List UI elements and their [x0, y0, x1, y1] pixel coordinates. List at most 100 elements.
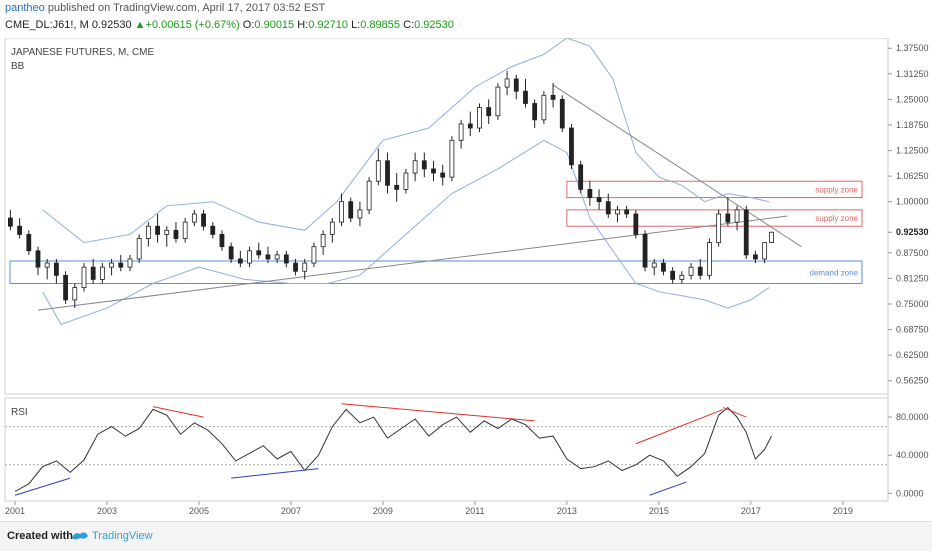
- candle-body-12: [118, 262, 124, 268]
- price-tick-label-2: 1.25000: [896, 94, 929, 104]
- candle-body-25: [237, 258, 243, 264]
- high-value: 0.92710: [308, 19, 348, 31]
- zone-box-0[interactable]: [566, 180, 863, 199]
- chart-area[interactable]: JAPANESE FUTURES, M, CME BB RSI supply z…: [0, 38, 932, 521]
- rsi-tick-label-0: 80.0000: [896, 412, 929, 422]
- publish-info: pantheo published on TradingView.com, Ap…: [5, 2, 325, 14]
- candle-body-14: [136, 238, 142, 260]
- price-tick-label-10: 0.75000: [896, 299, 929, 309]
- candle-body-62: [578, 164, 584, 190]
- close-value: 0.92530: [414, 19, 454, 31]
- candle-body-24: [228, 246, 234, 260]
- created-with-text: Created with: [7, 530, 74, 542]
- zone-box-2[interactable]: [9, 260, 863, 285]
- price-tick-label-4: 1.12500: [896, 146, 929, 156]
- candle-body-43: [403, 172, 409, 190]
- candle-body-27: [256, 250, 262, 256]
- rsi-label: RSI: [11, 407, 28, 418]
- publish-text: published on TradingView.com, April 17, …: [47, 2, 326, 14]
- chart-title: JAPANESE FUTURES, M, CME: [11, 47, 154, 58]
- candle-body-51: [477, 107, 482, 129]
- candle-body-47: [440, 172, 446, 178]
- candle-body-66: [615, 209, 620, 215]
- candle-body-64: [596, 197, 602, 203]
- candle-body-35: [329, 221, 335, 235]
- candle-body-16: [155, 225, 160, 235]
- time-tick-label-7: 2015: [649, 506, 669, 516]
- candle-body-72: [670, 270, 676, 280]
- close-label: C:: [403, 19, 415, 31]
- candle-body-22: [210, 225, 216, 235]
- candle-body-63: [587, 189, 593, 198]
- price-tick-label-9: 0.81250: [896, 273, 929, 283]
- candle-body-7: [72, 287, 78, 301]
- candle-body-42: [394, 184, 400, 190]
- candle-body-9: [90, 266, 96, 280]
- trendline-0[interactable]: [37, 215, 788, 311]
- candle-body-29: [274, 254, 280, 260]
- candle-body-49: [458, 123, 464, 141]
- bb-upper-line: [42, 38, 770, 244]
- candle-body-20: [191, 213, 197, 223]
- candle-body-3: [35, 250, 41, 268]
- up-arrow-icon: ▲: [134, 19, 146, 31]
- candle-body-4: [44, 262, 50, 268]
- candle-body-71: [661, 262, 666, 272]
- candle-body-83: [769, 231, 774, 243]
- price-tick-label-3: 1.18750: [896, 120, 929, 130]
- candle-body-18: [173, 229, 179, 239]
- divergence-line-2[interactable]: [341, 403, 535, 422]
- candle-body-56: [523, 90, 528, 104]
- tradingview-brand[interactable]: TradingView: [92, 530, 153, 542]
- candle-body-0: [8, 217, 13, 227]
- price-tick-label-0: 1.37500: [896, 43, 929, 53]
- candle-body-6: [63, 274, 68, 301]
- candle-body-13: [127, 258, 133, 268]
- time-tick-label-5: 2011: [465, 506, 484, 516]
- price-tick-label-1: 1.31250: [896, 69, 929, 79]
- divergence-line-5[interactable]: [723, 407, 747, 418]
- candle-body-70: [651, 262, 657, 268]
- candle-body-67: [624, 209, 630, 215]
- divergence-line-3[interactable]: [14, 477, 71, 496]
- candle-body-40: [375, 160, 381, 182]
- rsi-line: [14, 406, 772, 492]
- trendline-1[interactable]: [552, 84, 802, 248]
- candle-body-8: [81, 266, 87, 289]
- candle-body-78: [725, 213, 731, 223]
- divergence-line-0[interactable]: [152, 406, 204, 418]
- divergence-line-6[interactable]: [649, 481, 687, 496]
- divergence-line-4[interactable]: [635, 408, 724, 445]
- divergence-line-1[interactable]: [231, 468, 319, 479]
- author-link[interactable]: pantheo: [5, 2, 45, 14]
- candle-body-75: [697, 266, 703, 276]
- candle-body-39: [366, 180, 372, 211]
- footer-bar: Created with TradingView: [0, 521, 932, 551]
- candle-body-17: [164, 229, 170, 235]
- candle-body-2: [26, 234, 32, 252]
- time-tick-label-0: 2001: [5, 506, 25, 516]
- main-pane[interactable]: [4, 38, 889, 395]
- time-tick-label-8: 2017: [741, 506, 761, 516]
- time-tick-label-4: 2009: [373, 506, 393, 516]
- candle-body-23: [219, 234, 225, 248]
- zone-box-1[interactable]: [566, 209, 863, 227]
- candle-body-65: [605, 201, 611, 215]
- price-tick-label-6: 1.00000: [896, 197, 929, 207]
- candle-body-15: [145, 225, 151, 239]
- candle-body-32: [302, 262, 308, 272]
- candle-body-73: [679, 274, 685, 280]
- tradingview-logo-icon: [72, 532, 88, 540]
- price-tick-label-7: 0.92530: [896, 227, 929, 237]
- time-tick-label-6: 2013: [557, 506, 577, 516]
- candle-body-79: [734, 209, 740, 223]
- ohlc-bar: CME_DL:J61!, M 0.92530 ▲+0.00615 (+0.67%…: [5, 19, 454, 31]
- low-label: L:: [351, 19, 361, 31]
- candle-body-52: [486, 107, 492, 117]
- candle-body-60: [559, 98, 565, 129]
- candle-body-37: [348, 201, 354, 219]
- time-tick-label-1: 2003: [97, 506, 117, 516]
- candle-body-26: [247, 250, 252, 264]
- candle-body-55: [513, 78, 519, 92]
- candle-body-48: [449, 139, 455, 178]
